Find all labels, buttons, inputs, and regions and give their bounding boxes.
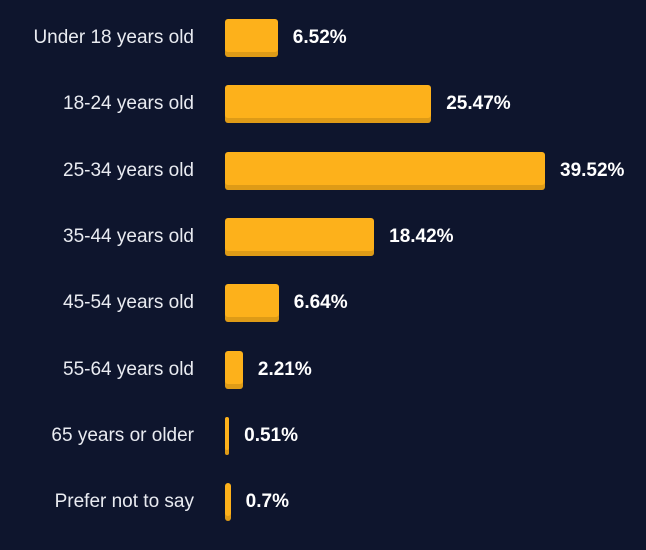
bar [225, 284, 279, 323]
bar [225, 416, 230, 455]
category-label: 18-24 years old [63, 93, 194, 115]
value-label: 2.21% [257, 358, 312, 380]
category-label: 25-34 years old [63, 159, 194, 181]
value-label: 0.7% [245, 491, 289, 513]
category-label: Under 18 years old [33, 27, 194, 48]
value-label: 18.42% [389, 225, 454, 247]
category-label: 65 years or older [51, 424, 194, 446]
category-label: 55-64 years old [63, 358, 194, 380]
value-label: 6.64% [293, 292, 348, 314]
bar [225, 350, 243, 389]
bar [225, 151, 545, 190]
bar [225, 85, 432, 124]
bar [225, 217, 375, 256]
value-label: 6.52% [292, 27, 347, 48]
category-label: 35-44 years old [63, 225, 194, 247]
category-label: 45-54 years old [63, 292, 194, 314]
category-label: Prefer not to say [54, 491, 194, 513]
bar [225, 483, 231, 522]
value-label: 0.51% [244, 424, 298, 446]
value-label: 39.52% [560, 159, 625, 181]
value-label: 25.47% [446, 93, 511, 115]
bar [225, 19, 278, 57]
